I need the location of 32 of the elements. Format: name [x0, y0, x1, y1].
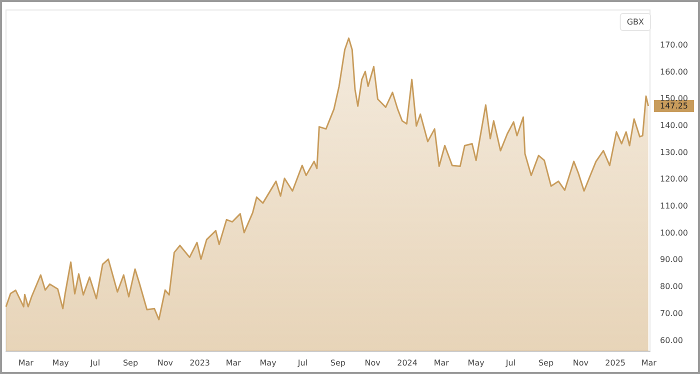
y-axis-title: GBX [626, 18, 645, 26]
x-tick-label: Jul [89, 358, 100, 368]
x-tick-label: Jul [296, 358, 308, 368]
x-tick-label: Sep [538, 358, 554, 368]
y-tick-label: 170.00 [660, 40, 688, 50]
x-tick-label: Sep [122, 358, 138, 368]
y-tick-label: 120.00 [660, 174, 688, 184]
x-tick-label: 2024 [397, 358, 418, 368]
annotation: 147.25 [660, 101, 688, 110]
x-tick-label: Mar [18, 358, 34, 368]
y-tick-label: 80.00 [660, 282, 683, 292]
y-tick-label: 70.00 [660, 308, 683, 318]
y-tick-label: 100.00 [660, 228, 688, 238]
x-tick-label: 2025 [605, 358, 626, 368]
x-tick-label: Nov [572, 358, 589, 368]
y-tick-label: 110.00 [660, 202, 688, 211]
x-tick-label: Mar [434, 358, 450, 368]
x-tick-label: Mar [641, 358, 658, 368]
y-tick-label: 130.00 [660, 148, 688, 157]
x-tick-label: Sep [330, 358, 346, 368]
y-tick-label: 160.00 [660, 67, 688, 76]
y-tick-label: 140.00 [660, 120, 688, 130]
x-tick-label: May [260, 358, 277, 368]
x-tick-label: May [468, 358, 485, 368]
x-tick-label: 2023 [190, 358, 210, 368]
x-tick-label: Mar [226, 358, 242, 368]
x-tick-label: May [52, 358, 70, 368]
y-tick-label: 90.00 [660, 255, 683, 264]
x-tick-label: Nov [157, 358, 174, 368]
y-tick-label: 60.00 [660, 336, 683, 345]
x-tick-label: Nov [364, 358, 381, 368]
x-tick-label: Jul [504, 358, 516, 368]
